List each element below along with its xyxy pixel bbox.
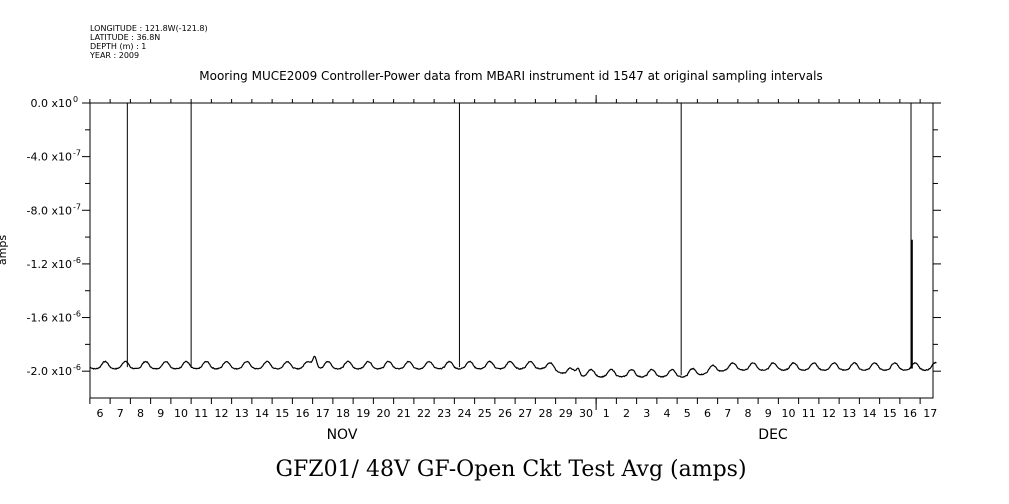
- x-tick-label: 18: [336, 407, 350, 420]
- x-tick-label: 1: [603, 407, 610, 420]
- x-tick-label: 16: [903, 407, 917, 420]
- x-tick-label: 14: [863, 407, 877, 420]
- x-tick-label: 10: [174, 407, 188, 420]
- x-tick-label: 29: [559, 407, 573, 420]
- series-line: [89, 355, 937, 379]
- x-tick-label: 17: [923, 407, 937, 420]
- y-axis-label: amps: [0, 235, 9, 265]
- x-tick-label: 6: [97, 407, 104, 420]
- x-tick-label: 22: [417, 407, 431, 420]
- x-tick-label: 9: [765, 407, 772, 420]
- y-tick-label: -1.2 x10: [27, 258, 72, 271]
- x-tick-label: 5: [684, 407, 691, 420]
- x-tick-label: 2: [623, 407, 630, 420]
- x-tick-label: 21: [397, 407, 411, 420]
- x-tick-label: 11: [802, 407, 816, 420]
- y-tick-exponent: -7: [73, 149, 81, 158]
- x-tick-label: 3: [643, 407, 650, 420]
- x-axis-label: GFZ01/ 48V GF-Open Ckt Test Avg (amps): [275, 457, 746, 482]
- month-label-dec: DEC: [758, 427, 788, 443]
- x-tick-label: 15: [275, 407, 289, 420]
- y-tick-label: -2.0 x10: [27, 365, 72, 378]
- x-tick-label: 27: [518, 407, 532, 420]
- chart-title: Mooring MUCE2009 Controller-Power data f…: [199, 69, 822, 83]
- x-tick-label: 16: [296, 407, 310, 420]
- y-tick-exponent: -6: [73, 310, 81, 319]
- x-tick-label: 7: [117, 407, 124, 420]
- y-tick-label: -4.0 x10: [27, 151, 72, 164]
- x-tick-label: 4: [664, 407, 671, 420]
- meta-year: YEAR : 2009: [89, 51, 139, 60]
- y-tick-label: -1.6 x10: [27, 312, 72, 325]
- x-tick-label: 26: [498, 407, 512, 420]
- x-tick-label: 12: [215, 407, 229, 420]
- x-tick-label: 13: [235, 407, 249, 420]
- x-tick-label: 13: [842, 407, 856, 420]
- meta-depth: DEPTH (m) : 1: [90, 42, 146, 51]
- plot-frame: [89, 102, 934, 399]
- x-tick-label: 20: [377, 407, 391, 420]
- x-tick-label: 28: [539, 407, 553, 420]
- meta-longitude: LONGITUDE : 121.8W(-121.8): [90, 24, 208, 33]
- x-tick-label: 8: [745, 407, 752, 420]
- y-tick-exponent: -7: [73, 202, 81, 211]
- y-tick-exponent: -6: [73, 256, 81, 265]
- x-tick-label: 11: [194, 407, 208, 420]
- month-label-nov: NOV: [327, 427, 358, 443]
- y-tick-label: -8.0 x10: [27, 204, 72, 217]
- x-tick-label: 14: [255, 407, 269, 420]
- x-tick-label: 17: [316, 407, 330, 420]
- y-tick-exponent: 0: [73, 95, 78, 104]
- x-tick-label: 19: [356, 407, 370, 420]
- x-tick-label: 10: [782, 407, 796, 420]
- x-tick-label: 30: [579, 407, 593, 420]
- x-tick-label: 15: [883, 407, 897, 420]
- x-tick-label: 23: [437, 407, 451, 420]
- x-tick-label: 25: [478, 407, 492, 420]
- x-tick-label: 7: [724, 407, 731, 420]
- x-tick-label: 8: [137, 407, 144, 420]
- y-tick-exponent: -6: [73, 363, 81, 372]
- x-tick-label: 9: [157, 407, 164, 420]
- meta-latitude: LATITUDE : 36.8N: [90, 33, 160, 42]
- x-tick-label: 24: [458, 407, 472, 420]
- x-tick-label: 12: [822, 407, 836, 420]
- y-tick-label: 0.0 x10: [31, 97, 73, 110]
- x-tick-label: 6: [704, 407, 711, 420]
